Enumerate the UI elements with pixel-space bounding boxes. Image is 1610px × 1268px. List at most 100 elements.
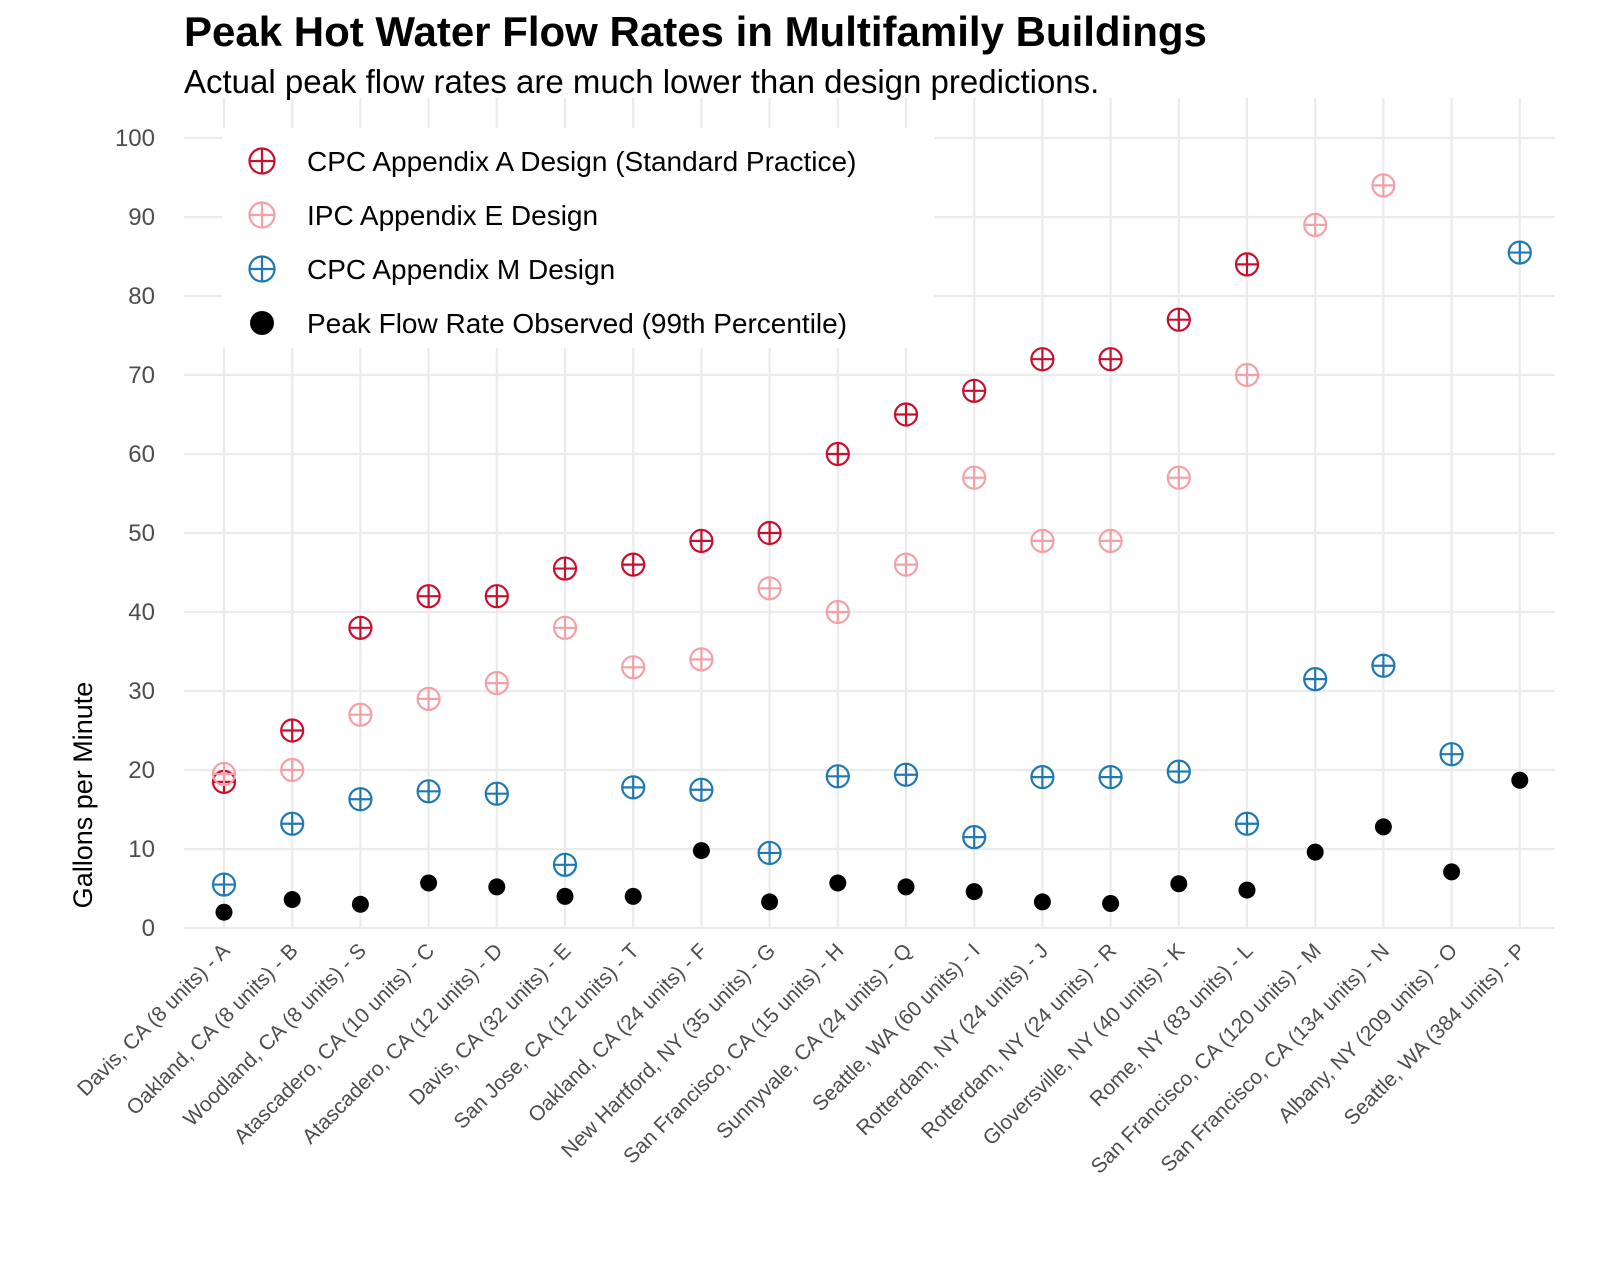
data-point	[280, 757, 305, 783]
data-point	[689, 647, 714, 672]
data-point	[757, 520, 782, 546]
data-point	[420, 874, 438, 892]
data-point	[552, 615, 578, 640]
data-point	[1166, 759, 1191, 784]
data-point	[757, 576, 782, 601]
data-point	[552, 556, 578, 581]
data-point	[215, 903, 233, 921]
data-point	[1303, 212, 1328, 237]
y-axis-ticks: 0 10 20 30 40 50 60 70 80 90 100	[115, 125, 155, 942]
data-point	[621, 655, 646, 680]
y-tick-label: 60	[128, 441, 155, 468]
data-point	[962, 465, 987, 490]
data-point	[1439, 742, 1464, 767]
data-point	[893, 402, 919, 427]
data-point	[825, 441, 850, 467]
legend-label: CPC Appendix A Design (Standard Practice…	[307, 146, 856, 177]
data-point	[761, 893, 779, 911]
data-point	[829, 874, 847, 892]
data-point	[692, 842, 710, 860]
legend-key	[248, 147, 276, 175]
data-point	[1443, 863, 1461, 881]
legend-label: CPC Appendix M Design	[307, 254, 615, 285]
data-point	[280, 811, 305, 836]
data-point	[552, 852, 578, 877]
y-tick-label: 100	[115, 125, 155, 152]
data-point	[348, 702, 373, 727]
data-point	[1098, 528, 1123, 554]
y-tick-label: 50	[128, 520, 155, 547]
y-tick-label: 80	[128, 283, 155, 310]
data-point	[484, 670, 509, 696]
y-tick-label: 10	[128, 836, 155, 863]
data-point	[893, 762, 919, 787]
chart-title: Peak Hot Water Flow Rates in Multifamily…	[184, 8, 1207, 55]
data-point	[484, 781, 509, 806]
data-point	[1507, 240, 1532, 265]
legend-key	[250, 311, 274, 335]
data-point	[211, 872, 237, 897]
data-point	[1102, 895, 1120, 913]
data-point	[757, 840, 782, 866]
data-point	[1098, 765, 1123, 790]
legend: CPC Appendix A Design (Standard Practice…	[222, 128, 934, 348]
y-tick-label: 20	[128, 757, 155, 784]
data-point	[280, 718, 305, 743]
data-point	[1234, 252, 1260, 277]
series-3	[215, 771, 1529, 921]
data-point	[1030, 347, 1055, 372]
y-tick-label: 30	[128, 678, 155, 705]
data-point	[621, 552, 646, 577]
series-0	[211, 252, 1260, 794]
data-point	[825, 599, 850, 625]
data-point	[1030, 765, 1055, 790]
data-point	[1374, 818, 1392, 836]
data-point	[624, 887, 642, 905]
data-point	[965, 883, 983, 901]
data-point	[1170, 875, 1188, 893]
data-point	[1511, 771, 1529, 789]
data-point	[1098, 347, 1123, 372]
y-tick-label: 70	[128, 362, 155, 389]
data-point	[1234, 362, 1260, 388]
data-point	[351, 895, 369, 913]
series-1	[211, 173, 1396, 787]
y-tick-label: 40	[128, 599, 155, 626]
chart-subtitle: Actual peak flow rates are much lower th…	[184, 63, 1099, 100]
y-tick-label: 0	[142, 915, 155, 942]
legend-key	[248, 255, 276, 283]
data-point	[825, 764, 850, 789]
data-point	[893, 552, 919, 577]
data-point	[621, 775, 646, 800]
data-point	[1238, 881, 1256, 899]
data-point	[1166, 307, 1191, 332]
data-point	[283, 891, 301, 909]
legend-background	[222, 128, 934, 348]
legend-key	[248, 201, 276, 229]
data-point	[689, 777, 714, 802]
data-point	[1303, 667, 1328, 692]
data-point	[962, 378, 987, 403]
data-point	[484, 584, 509, 609]
data-point	[416, 584, 441, 609]
data-point	[1371, 653, 1396, 678]
data-point	[1030, 528, 1055, 554]
data-point	[488, 878, 506, 896]
data-point	[348, 787, 373, 812]
y-axis-label: Gallons per Minute	[68, 682, 98, 909]
data-point	[416, 779, 441, 804]
data-point	[348, 615, 373, 640]
data-point	[897, 878, 915, 896]
data-point	[1371, 173, 1396, 198]
data-points	[211, 173, 1532, 921]
y-tick-label: 90	[128, 204, 155, 231]
data-point	[962, 825, 987, 850]
data-point	[1234, 811, 1260, 836]
data-point	[211, 761, 237, 787]
data-point	[1306, 843, 1324, 861]
data-point	[556, 887, 574, 905]
legend-label: Peak Flow Rate Observed (99th Percentile…	[307, 308, 847, 339]
data-point	[689, 528, 714, 554]
